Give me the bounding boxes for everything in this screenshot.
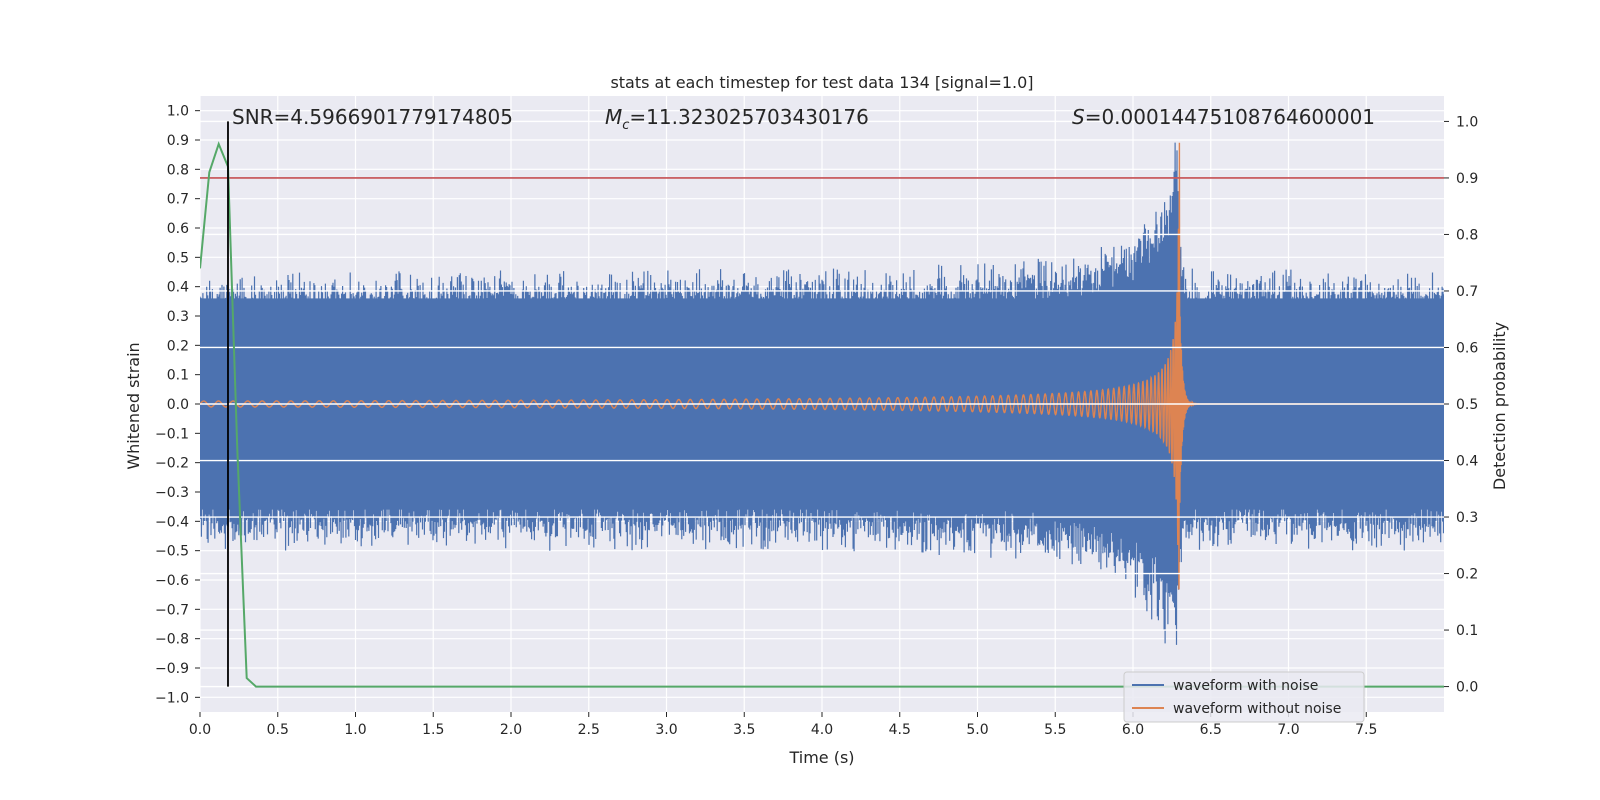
y-tick-label: 0.5	[167, 250, 189, 266]
x-tick-label: 4.5	[889, 722, 911, 738]
y-tick-label: −0.8	[155, 632, 189, 648]
y-tick-label: −1.0	[155, 690, 189, 706]
y2-tick-label: 0.5	[1456, 397, 1478, 413]
series-detection-probability	[200, 141, 1444, 688]
chart-title: stats at each timestep for test data 134…	[610, 73, 1033, 92]
y2-tick-label: 0.4	[1456, 454, 1478, 470]
ticks: 0.0 0.5 1.0 1.5 2.0 2.5 3.0 3.5 4.0 4.5 5.0 5.5 6.0 6…	[155, 104, 1478, 738]
x-tick-label: 5.5	[1044, 722, 1066, 738]
series-layer	[200, 120, 1444, 688]
y-tick-label: 0.6	[167, 221, 189, 237]
x-tick-label: 1.5	[422, 722, 444, 738]
x-tick-label: 7.5	[1355, 722, 1377, 738]
x-tick-label: 6.5	[1200, 722, 1222, 738]
snr-annotation: SNR=4.5966901779174805	[232, 105, 513, 129]
legend-label-noise: waveform with noise	[1173, 678, 1318, 694]
x-tick-label: 3.0	[655, 722, 677, 738]
x-tick-label: 5.0	[966, 722, 988, 738]
y2-tick-label: 1.0	[1456, 114, 1478, 130]
y-tick-label: −0.4	[155, 514, 189, 530]
y2-tick-label: 0.7	[1456, 284, 1478, 300]
y-tick-label: −0.7	[155, 602, 189, 618]
x-tick-label: 7.0	[1277, 722, 1299, 738]
y-tick-label: 0.8	[167, 162, 189, 178]
y-tick-label: −0.6	[155, 573, 189, 589]
x-tick-label: 2.0	[500, 722, 522, 738]
x-tick-label: 4.0	[811, 722, 833, 738]
s-annotation: S=0.00014475108764600001	[1072, 105, 1375, 129]
y-tick-label: 0.4	[167, 280, 189, 296]
y2-tick-label: 0.0	[1456, 680, 1478, 696]
x-tick-label: 1.0	[344, 722, 366, 738]
x-tick-label: 3.5	[733, 722, 755, 738]
y-tick-label: 0.2	[167, 338, 189, 354]
y-tick-label: 0.3	[167, 309, 189, 325]
x-tick-label: 0.5	[267, 722, 289, 738]
s-value: =0.00014475108764600001	[1085, 105, 1375, 129]
chirp-mass-value: =11.323025703430176	[629, 105, 868, 129]
y-tick-label: −0.9	[155, 661, 189, 677]
y-tick-label: −0.5	[155, 544, 189, 560]
legend: waveform with noise waveform without noi…	[1123, 671, 1365, 723]
chirp-mass-subscript: c	[622, 118, 629, 133]
x-axis-label: Time (s)	[788, 748, 854, 767]
y-tick-label: 0.1	[167, 368, 189, 384]
y2-tick-label: 0.2	[1456, 567, 1478, 583]
x-tick-label: 2.5	[578, 722, 600, 738]
x-tick-label: 0.0	[189, 722, 211, 738]
y-tick-label: 0.0	[167, 397, 189, 413]
chirp-mass-annotation: Mc=11.323025703430176	[605, 105, 869, 133]
y-tick-label: −0.1	[155, 426, 189, 442]
y2-tick-label: 0.3	[1456, 510, 1478, 526]
y2-axis-label: Detection probability	[1490, 322, 1509, 490]
chirp-mass-symbol: M	[605, 105, 622, 129]
legend-label-clean: waveform without noise	[1173, 701, 1341, 717]
y-tick-label: 0.7	[167, 192, 189, 208]
s-symbol: S	[1072, 105, 1085, 129]
y2-tick-label: 0.9	[1456, 171, 1478, 187]
y-tick-label: −0.2	[155, 456, 189, 472]
y2-tick-label: 0.6	[1456, 340, 1478, 356]
y-axis-label: Whitened strain	[124, 342, 143, 469]
x-tick-label: 6.0	[1122, 722, 1144, 738]
y-tick-label: −0.3	[155, 485, 189, 501]
legend-box	[1123, 671, 1365, 723]
y2-tick-label: 0.1	[1456, 623, 1478, 639]
y-tick-label: 1.0	[167, 104, 189, 120]
y-tick-label: 0.9	[167, 133, 189, 149]
y2-tick-label: 0.8	[1456, 227, 1478, 243]
